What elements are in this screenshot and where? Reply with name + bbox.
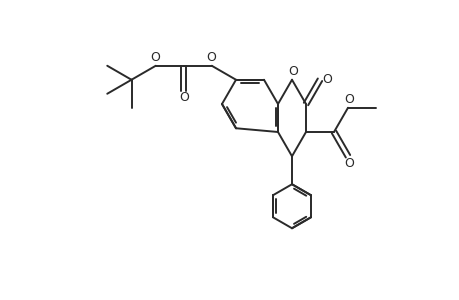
- Text: O: O: [343, 157, 353, 170]
- Text: O: O: [287, 65, 297, 78]
- Text: O: O: [321, 73, 331, 86]
- Text: O: O: [150, 51, 159, 64]
- Text: O: O: [179, 92, 188, 104]
- Text: O: O: [205, 51, 215, 64]
- Text: O: O: [343, 93, 353, 106]
